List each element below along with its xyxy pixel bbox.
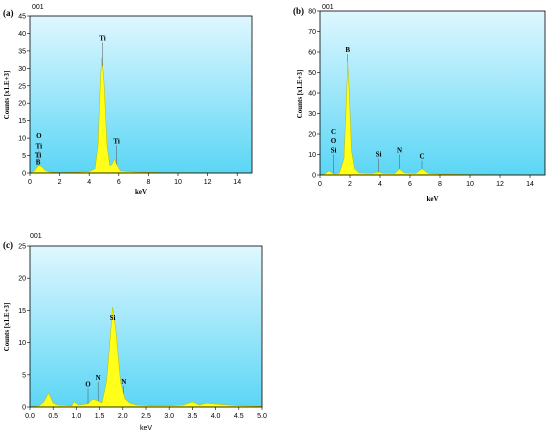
y-tick-label: 30	[18, 66, 26, 73]
panel-tag: 001	[30, 233, 42, 240]
y-tick-label: 25	[18, 83, 26, 90]
y-tick-label: 15	[18, 118, 26, 125]
plot-background	[320, 11, 545, 175]
x-tick-label: 8	[438, 181, 442, 188]
x-tick-label: 0	[28, 179, 32, 186]
y-tick-label: 40	[308, 91, 316, 98]
y-axis-label: Counts [x1.E+3]	[3, 71, 11, 120]
peak-label: Ti	[99, 34, 106, 42]
y-tick-label: 20	[18, 276, 26, 283]
peak-label: N	[96, 374, 101, 382]
y-tick-label: 45	[18, 14, 26, 21]
eds-panel-2: 0 2 4 6 8 10 12 14 0 10 20 30 40 50 60 70 80 keV Counts [x…	[293, 4, 546, 203]
eds-panel-1: 0 2 4 6 8 10 12 14 0 5 10 15 20 25 30 35 40 45 keV Counts […	[3, 4, 253, 196]
x-tick-label: 5.0	[257, 413, 267, 420]
peak-label: N	[397, 146, 402, 154]
plot-background	[30, 16, 252, 173]
y-tick-label: 10	[18, 136, 26, 143]
peak-label: Si	[331, 146, 337, 154]
x-tick-label: 0.5	[48, 413, 58, 420]
x-tick-label: 0	[318, 181, 322, 188]
x-tick-label: 2.0	[118, 413, 128, 420]
x-tick-label: 4.0	[211, 413, 221, 420]
y-tick-label: 20	[18, 101, 26, 108]
peak-label: C	[331, 128, 336, 136]
y-tick-label: 35	[18, 48, 26, 55]
x-tick-label: 2	[58, 179, 62, 186]
y-tick-label: 20	[308, 132, 316, 139]
x-tick-label: 0.0	[25, 413, 35, 420]
peak-label: Ti	[113, 137, 120, 145]
x-axis-label: keV	[140, 425, 152, 432]
x-tick-label: 4.5	[234, 413, 244, 420]
x-tick-label: 1.5	[95, 413, 105, 420]
x-axis-label: keV	[135, 188, 147, 196]
y-tick-label: 10	[308, 152, 316, 159]
peak-label: Ti	[35, 151, 42, 159]
x-axis-label: keV	[426, 195, 438, 203]
x-tick-label: 4	[87, 179, 91, 186]
x-tick-label: 3.5	[188, 413, 198, 420]
x-tick-label: 1.0	[72, 413, 82, 420]
x-tick-label: 6	[117, 179, 121, 186]
peak-label: B	[36, 158, 41, 166]
y-tick-label: 25	[18, 244, 26, 251]
panel-tag: 001	[32, 4, 44, 11]
eds-panel-3: 0.0 0.5 1.0 1.5 2.0 2.5 3.0 3.5 4.0 4.5 5.0 0 5 10 15 2…	[3, 233, 267, 432]
panel-letter: (b)	[293, 6, 304, 16]
x-tick-label: 12	[496, 181, 504, 188]
x-tick-label: 6	[408, 181, 412, 188]
spectrum-area	[29, 307, 263, 408]
peak-label: O	[36, 132, 42, 140]
peak-label: Si	[376, 151, 382, 159]
y-tick-label: 0	[22, 405, 26, 412]
y-tick-label: 0	[312, 173, 316, 180]
y-axis-label: Counts [x1.E+3]	[3, 303, 11, 352]
y-tick-label: 80	[308, 9, 316, 16]
x-tick-label: 4	[378, 181, 382, 188]
spectrum-area	[319, 62, 546, 176]
x-tick-label: 14	[233, 179, 241, 186]
panel-letter: (a)	[3, 8, 14, 18]
y-tick-label: 5	[22, 153, 26, 160]
y-tick-label: 10	[18, 340, 26, 347]
y-tick-label: 0	[22, 171, 26, 178]
x-tick-label: 12	[204, 179, 212, 186]
x-tick-label: 10	[466, 181, 474, 188]
x-tick-label: 2.5	[141, 413, 151, 420]
panel-tag: 001	[322, 4, 334, 11]
peak-label: N	[121, 378, 126, 386]
panel-letter: (c)	[3, 240, 13, 250]
y-axis-label: Counts [x1.E+3]	[296, 70, 304, 119]
x-tick-label: 8	[146, 179, 150, 186]
plot-frame	[29, 15, 253, 174]
x-tick-label: 10	[174, 179, 182, 186]
peak-label: O	[331, 137, 337, 145]
x-tick-label: 14	[526, 181, 534, 188]
x-tick-label: 3.0	[164, 413, 174, 420]
y-tick-label: 50	[308, 70, 316, 77]
y-tick-label: 70	[308, 29, 316, 36]
peak-label: C	[419, 153, 424, 161]
y-tick-label: 30	[308, 111, 316, 118]
y-tick-label: 60	[308, 50, 316, 57]
plot-background	[30, 246, 262, 407]
peak-label: Si	[110, 314, 116, 322]
peak-label: Ti	[36, 143, 43, 151]
y-tick-label: 5	[22, 372, 26, 379]
x-tick-label: 2	[348, 181, 352, 188]
y-tick-label: 15	[18, 308, 26, 315]
peak-label: O	[85, 380, 91, 388]
peak-label: B	[345, 46, 350, 54]
spectrum-area	[29, 57, 253, 174]
y-tick-label: 40	[18, 31, 26, 38]
